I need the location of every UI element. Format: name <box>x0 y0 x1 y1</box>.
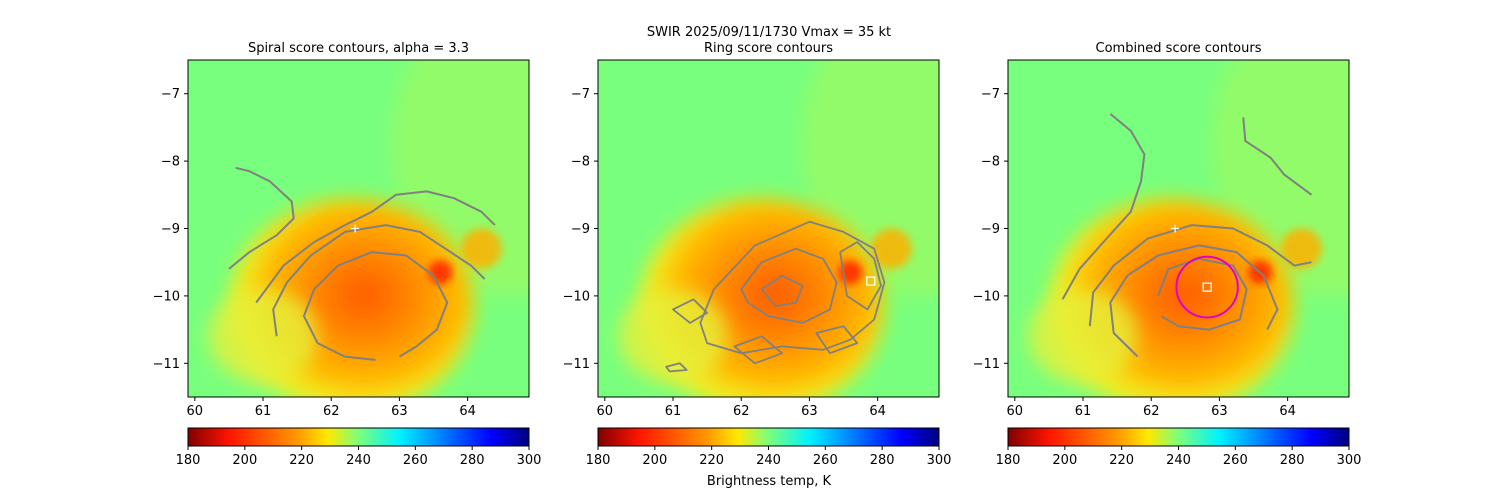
y-tick-label: −8 <box>161 155 180 170</box>
colorbar-label: Brightness temp, K <box>707 474 832 489</box>
colorbar-tick-label: 180 <box>176 453 201 468</box>
panel-ring: Ring score contours 60 61 62 63 64 −7 −8 −9 −10 −1… <box>563 41 952 468</box>
colorbar-tick-label: 260 <box>813 453 838 468</box>
colorbar-tick-label: 200 <box>232 453 257 468</box>
colorbar-tick-label: 200 <box>642 453 667 468</box>
contour-line-4 <box>672 298 708 324</box>
x-tick-label: 60 <box>187 404 204 419</box>
x-tick-label: 62 <box>1143 404 1160 419</box>
colorbar-tick-label: 220 <box>699 453 724 468</box>
storm-cold-core <box>428 260 453 285</box>
colorbar-tick-label: 300 <box>927 453 952 468</box>
colorbar-tick-label: 240 <box>346 453 371 468</box>
panel-title: Combined score contours <box>1096 41 1262 56</box>
storm-east-cell <box>870 228 912 269</box>
contour-line-0 <box>1061 113 1146 300</box>
y-tick-label: −9 <box>161 222 180 237</box>
y-tick-label: −11 <box>973 357 1000 372</box>
x-tick-label: 63 <box>391 404 408 419</box>
y-tick-label: −7 <box>981 87 1000 102</box>
y-tick-label: −7 <box>161 87 180 102</box>
colorbar-tick-label: 280 <box>1280 453 1305 468</box>
storm-east-cell <box>460 228 502 269</box>
colorbar-tick-label: 180 <box>586 453 611 468</box>
storm-outer-band <box>618 289 728 384</box>
contour-line-3 <box>1109 244 1279 358</box>
contour-line-6 <box>815 325 859 355</box>
contour-line-2 <box>1088 224 1312 327</box>
center-square-marker <box>1202 282 1212 292</box>
panel-title: Ring score contours <box>704 41 833 56</box>
contour-line-5 <box>733 335 783 365</box>
contour-line-2 <box>839 241 882 311</box>
center-plus-marker <box>1171 224 1180 233</box>
colorbar <box>597 427 940 447</box>
contour-line-1 <box>740 247 838 324</box>
contour-line-3 <box>302 251 449 361</box>
colorbar-tick-label: 300 <box>1337 453 1362 468</box>
x-tick-label: 62 <box>733 404 750 419</box>
x-tick-label: 61 <box>1075 404 1092 419</box>
colorbar-tick-label: 260 <box>403 453 428 468</box>
x-tick-label: 64 <box>869 404 886 419</box>
colorbar-tick-label: 260 <box>1223 453 1248 468</box>
contour-line-1 <box>1242 117 1313 196</box>
colorbar <box>187 427 530 447</box>
storm-outer-band <box>1028 289 1138 384</box>
colorbar-tick-label: 240 <box>1166 453 1191 468</box>
contour-line-1 <box>255 190 496 304</box>
figure-suptitle: SWIR 2025/09/11/1730 Vmax = 35 kt <box>647 25 891 40</box>
colorbar-tick-label: 200 <box>1052 453 1077 468</box>
storm-east-cell <box>1280 228 1322 269</box>
plot-area <box>1008 60 1349 397</box>
colorbar-tick-label: 180 <box>996 453 1021 468</box>
contour-line-3 <box>760 274 804 307</box>
y-tick-label: −7 <box>571 87 590 102</box>
y-tick-label: −10 <box>153 289 180 304</box>
colorbar-tick-label: 220 <box>1109 453 1134 468</box>
colorbar-tick-label: 280 <box>460 453 485 468</box>
panel-spiral: Spiral score contours, alpha = 3.3 60 61 62… <box>153 41 542 468</box>
x-tick-label: 62 <box>323 404 340 419</box>
panel-title: Spiral score contours, alpha = 3.3 <box>248 41 469 56</box>
colorbar-tick-label: 280 <box>870 453 895 468</box>
ring-fit-circle <box>1175 255 1239 319</box>
y-tick-label: −11 <box>563 357 590 372</box>
x-tick-label: 63 <box>801 404 818 419</box>
y-tick-label: −11 <box>153 357 180 372</box>
x-tick-label: 63 <box>1211 404 1228 419</box>
panel-combined: Combined score contours 60 61 62 63 64 −7 −8 −9 −… <box>973 41 1362 468</box>
contour-line-2 <box>272 224 486 337</box>
contour-line-4 <box>1157 257 1248 331</box>
center-plus-marker <box>351 224 360 233</box>
x-tick-label: 60 <box>1007 404 1024 419</box>
colorbar-tick-label: 220 <box>289 453 314 468</box>
x-tick-label: 64 <box>459 404 476 419</box>
center-square-marker <box>866 276 876 286</box>
y-tick-label: −9 <box>571 222 590 237</box>
x-tick-label: 60 <box>597 404 614 419</box>
colorbar <box>1007 427 1350 447</box>
y-tick-label: −10 <box>563 289 590 304</box>
contour-line-0 <box>699 220 886 355</box>
x-tick-label: 61 <box>665 404 682 419</box>
plot-area <box>188 60 529 397</box>
y-tick-label: −8 <box>571 155 590 170</box>
y-tick-label: −9 <box>981 222 1000 237</box>
y-tick-label: −10 <box>973 289 1000 304</box>
x-tick-label: 64 <box>1279 404 1296 419</box>
colorbar-tick-label: 300 <box>517 453 542 468</box>
x-tick-label: 61 <box>255 404 272 419</box>
contour-line-7 <box>665 362 688 373</box>
plot-area <box>598 60 939 397</box>
contour-line-0 <box>228 166 295 270</box>
colorbar-tick-label: 240 <box>756 453 781 468</box>
y-tick-label: −8 <box>981 155 1000 170</box>
storm-outer-band <box>208 289 318 384</box>
